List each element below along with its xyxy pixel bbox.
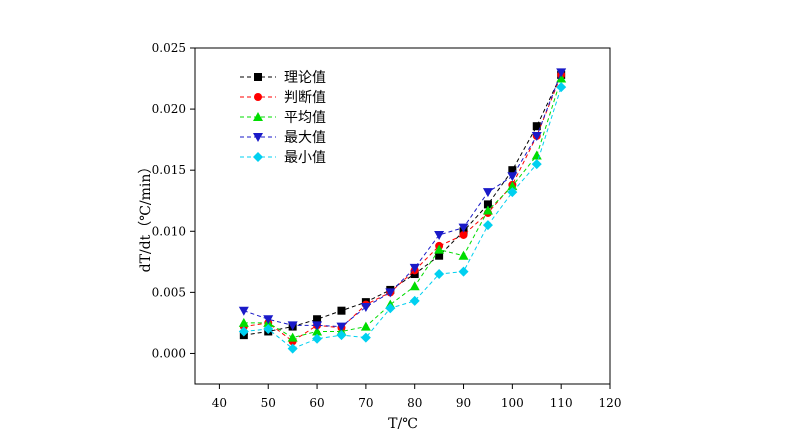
data-point-s3-45 xyxy=(238,317,249,327)
legend-marker-2 xyxy=(254,93,262,101)
data-point-s3-55 xyxy=(287,332,298,342)
data-point-s4-60 xyxy=(312,321,323,331)
legend-item-3: 平均值 xyxy=(240,110,326,126)
series-4 xyxy=(238,68,567,332)
data-point-s3-60 xyxy=(312,326,323,336)
legend-label-4: 最大值 xyxy=(284,130,326,146)
data-point-s4-95 xyxy=(482,188,493,198)
series-line-5 xyxy=(243,86,562,350)
data-point-s4-110 xyxy=(556,68,567,78)
x-tick-label-50: 50 xyxy=(261,396,276,410)
data-point-s4-90 xyxy=(458,223,469,233)
data-point-s1-60 xyxy=(313,315,322,324)
data-point-s4-80 xyxy=(409,263,420,273)
legend-label-1: 理论值 xyxy=(284,70,326,86)
x-tick-label-100: 100 xyxy=(501,396,524,410)
data-point-s5-70 xyxy=(360,332,371,343)
legend-marker-5 xyxy=(253,152,263,162)
data-point-s4-75 xyxy=(385,288,396,298)
data-point-s3-100 xyxy=(507,181,518,191)
legend-item-2: 判断值 xyxy=(240,90,326,106)
legend-marker-3 xyxy=(253,112,263,121)
y-axis-title: dT/dt（℃/min） xyxy=(138,160,154,273)
data-point-s4-55 xyxy=(287,321,298,331)
data-point-s1-65 xyxy=(337,306,346,315)
x-tick-label-110: 110 xyxy=(550,396,573,410)
data-point-s5-100 xyxy=(507,187,518,198)
data-point-s4-100 xyxy=(507,172,518,182)
y-tick-label-0.000: 0.000 xyxy=(152,346,186,360)
legend-marker-1 xyxy=(254,73,262,81)
legend-label-2: 判断值 xyxy=(284,90,326,106)
data-point-s3-85 xyxy=(434,244,445,254)
data-point-s5-85 xyxy=(434,269,445,280)
data-point-s3-95 xyxy=(482,205,493,215)
data-point-s5-45 xyxy=(238,326,249,337)
data-point-s3-70 xyxy=(360,321,371,331)
series-line-3 xyxy=(243,78,562,339)
data-point-s4-65 xyxy=(336,322,347,332)
x-tick-label-60: 60 xyxy=(309,396,324,410)
data-point-s1-85 xyxy=(435,251,444,260)
data-point-s5-50 xyxy=(263,324,274,335)
data-point-s3-110 xyxy=(556,73,567,83)
data-point-s4-85 xyxy=(434,230,445,240)
data-point-s5-90 xyxy=(458,266,469,277)
legend-marker-4 xyxy=(253,133,263,142)
data-point-s5-65 xyxy=(336,330,347,341)
data-point-s4-105 xyxy=(531,131,542,141)
legend-item-4: 最大值 xyxy=(240,130,326,146)
y-tick-label-0.005: 0.005 xyxy=(152,285,186,299)
data-point-s1-105 xyxy=(532,122,541,131)
data-point-s4-70 xyxy=(360,303,371,313)
series-5 xyxy=(238,82,567,354)
x-tick-label-120: 120 xyxy=(599,396,622,410)
x-tick-label-40: 40 xyxy=(212,396,227,410)
data-point-s2-90 xyxy=(459,230,468,239)
data-point-s5-95 xyxy=(482,220,493,231)
legend-label-5: 最小值 xyxy=(284,150,326,166)
y-tick-label-0.025: 0.025 xyxy=(152,41,186,55)
x-axis-title: T/℃ xyxy=(388,416,418,432)
legend-label-3: 平均值 xyxy=(284,110,326,126)
y-tick-label-0.010: 0.010 xyxy=(152,224,186,238)
data-point-s3-90 xyxy=(458,250,469,260)
x-tick-label-80: 80 xyxy=(407,396,422,410)
data-point-s5-55 xyxy=(287,343,298,354)
data-point-s1-95 xyxy=(483,200,492,209)
data-point-s5-60 xyxy=(312,333,323,344)
data-point-s5-80 xyxy=(409,295,420,306)
data-point-s1-100 xyxy=(508,166,517,175)
data-point-s4-45 xyxy=(238,306,249,316)
legend-item-1: 理论值 xyxy=(240,70,326,86)
data-point-s5-75 xyxy=(385,303,396,314)
x-tick-label-90: 90 xyxy=(456,396,471,410)
y-tick-label-0.015: 0.015 xyxy=(152,163,186,177)
series-line-4 xyxy=(243,72,562,328)
plot-frame xyxy=(194,47,611,385)
data-point-s5-110 xyxy=(556,82,567,93)
legend-item-5: 最小值 xyxy=(240,150,326,166)
y-tick-label-0.020: 0.020 xyxy=(152,102,186,116)
x-tick-label-70: 70 xyxy=(358,396,373,410)
data-point-s4-50 xyxy=(263,315,274,325)
data-point-s3-80 xyxy=(409,281,420,291)
data-point-s5-105 xyxy=(531,159,542,170)
